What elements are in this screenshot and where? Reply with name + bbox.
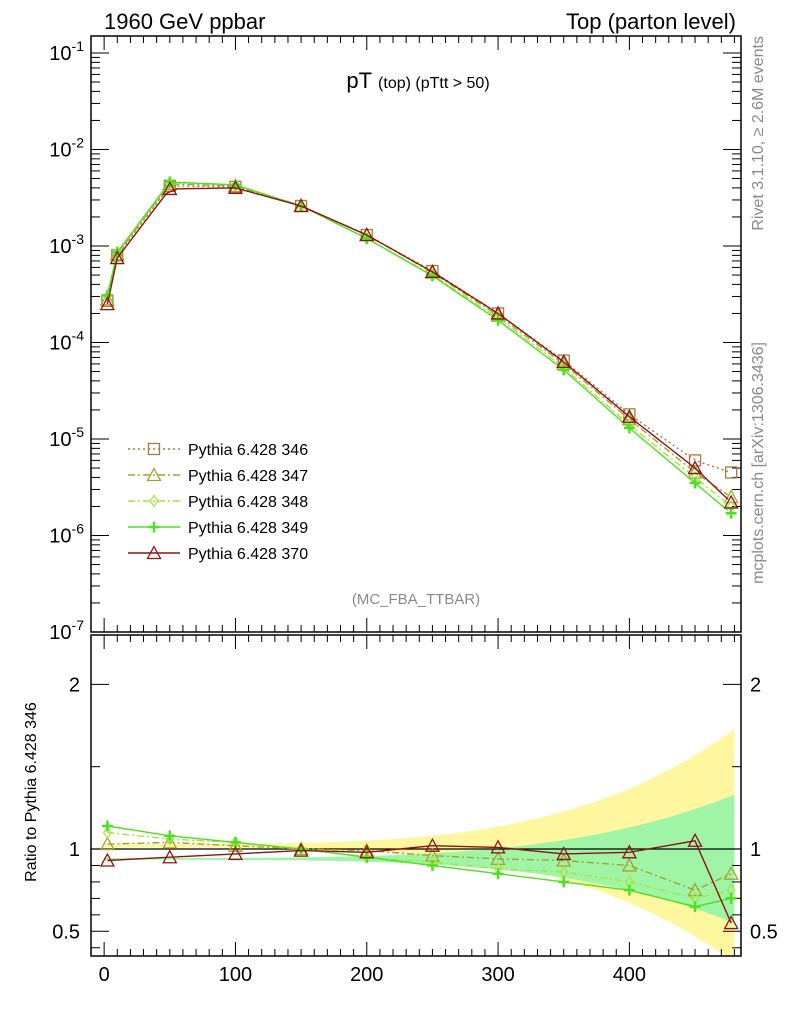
ratio-xtick-label: 200 — [350, 964, 383, 986]
data-point-4 — [621, 408, 637, 423]
ratio-point-2 — [623, 884, 635, 896]
header-right: Top (parton level) — [566, 9, 736, 34]
ratio-ytick-label: 0.5 — [52, 921, 80, 943]
main-ytick-label: 10-3 — [49, 231, 84, 258]
data-point-3 — [725, 507, 737, 519]
side-text-site: mcplots.cern.ch [arXiv:1306.3436] — [750, 342, 767, 584]
analysis-watermark: (MC_FBA_TTBAR) — [352, 591, 480, 608]
ratio-point-1 — [362, 850, 372, 864]
data-point-4 — [424, 263, 441, 278]
legend-label-2: Pythia 6.428 348 — [188, 494, 308, 511]
ratio-xtick-label: 300 — [481, 964, 514, 986]
ratio-point-0 — [490, 851, 506, 866]
ratio-point-3 — [293, 842, 309, 857]
data-point-4 — [723, 494, 739, 509]
ratio-point-3 — [723, 915, 739, 930]
header-left: 1960 GeV ppbar — [104, 9, 265, 34]
ratio-ytick-label: 1 — [69, 839, 80, 861]
uncertainty-band-green — [104, 794, 735, 924]
ratio-point-2 — [558, 876, 570, 888]
main-ytick-label: 10-6 — [49, 520, 84, 547]
legend-label-4: Pythia 6.428 370 — [188, 546, 308, 563]
ratio-point-3 — [556, 846, 572, 861]
ratio-line-0 — [107, 841, 732, 891]
legend-marker-2 — [149, 494, 159, 508]
ratio-point-2 — [426, 859, 438, 871]
ratio-point-0 — [162, 834, 178, 849]
ratio-point-3 — [227, 846, 244, 861]
ratio-plot-frame — [90, 634, 742, 957]
plot-title-main: pT — [346, 68, 372, 93]
main-ytick-label: 10-5 — [49, 424, 84, 451]
legend-marker-4 — [146, 545, 162, 560]
data-point-3 — [689, 477, 701, 489]
main-ytick-label: 10-7 — [49, 617, 84, 644]
series-line-3 — [106, 181, 729, 512]
data-point-0 — [725, 466, 738, 479]
ratio-point-3 — [621, 844, 637, 859]
data-point-4 — [227, 180, 244, 195]
ratio-point-1 — [102, 825, 112, 840]
data-point-4 — [99, 296, 116, 311]
legend-marker-1 — [146, 467, 162, 482]
data-point-4 — [162, 181, 178, 196]
data-point-1 — [99, 291, 116, 306]
ratio-ytick-label-right: 1 — [750, 839, 761, 861]
side-text-rivet: Rivet 3.1.10, ≥ 2.6M events — [750, 36, 767, 231]
ratio-line-3 — [107, 840, 732, 924]
data-point-3 — [558, 364, 570, 376]
ratio-point-2 — [164, 830, 176, 842]
main-ytick-label: 10-4 — [49, 327, 84, 354]
data-point-4 — [109, 250, 125, 265]
ratio-point-0 — [687, 882, 703, 897]
ratio-point-2 — [725, 892, 737, 904]
data-point-2 — [230, 178, 241, 192]
ratio-point-2 — [492, 868, 504, 880]
data-point-3 — [492, 314, 504, 326]
main-ytick-label: 10-2 — [49, 134, 84, 161]
main-plot-frame — [90, 35, 742, 633]
ratio-ytick-label-right: 0.5 — [750, 921, 778, 943]
ratio-xtick-label: 400 — [613, 964, 646, 986]
ratio-point-3 — [162, 849, 178, 864]
legend-label-0: Pythia 6.428 346 — [188, 442, 308, 459]
ratio-point-3 — [99, 852, 116, 867]
ratio-point-0 — [621, 857, 637, 872]
ratio-point-3 — [424, 837, 441, 852]
ratio-point-3 — [359, 844, 375, 859]
ratio-point-0 — [723, 865, 739, 880]
data-point-4 — [687, 460, 703, 475]
plot-title-sub: (top) (pTtt > 50) — [378, 75, 490, 92]
legend-marker-3 — [148, 521, 160, 533]
series-line-4 — [106, 187, 729, 500]
ratio-point-1 — [165, 832, 175, 846]
data-point-3 — [623, 422, 635, 434]
plot-title: pT (top) (pTtt > 50) — [346, 68, 489, 93]
legend-marker-0 — [147, 442, 161, 456]
ratio-ytick-label-right: 2 — [750, 674, 761, 696]
ratio-point-3 — [687, 832, 703, 847]
ratio-point-3 — [490, 839, 506, 854]
data-point-1 — [723, 489, 739, 504]
data-point-4 — [556, 353, 572, 369]
ratio-point-0 — [227, 837, 244, 852]
ratio-xtick-label: 0 — [99, 964, 110, 986]
data-point-4 — [490, 305, 506, 320]
ratio-ylabel: Ratio to Pythia 6.428 346 — [23, 702, 40, 882]
legend-label-1: Pythia 6.428 347 — [188, 468, 308, 485]
uncertainty-band-yellow — [104, 728, 735, 956]
data-point-4 — [293, 198, 309, 213]
legend-label-3: Pythia 6.428 349 — [188, 520, 308, 537]
data-point-4 — [359, 227, 375, 242]
main-ytick-label: 10-1 — [49, 38, 84, 65]
ratio-point-2 — [101, 820, 113, 832]
ratio-point-0 — [99, 836, 116, 851]
ratio-point-2 — [689, 901, 701, 913]
ratio-xtick-label: 100 — [219, 964, 252, 986]
ratio-ytick-label: 2 — [69, 674, 80, 696]
